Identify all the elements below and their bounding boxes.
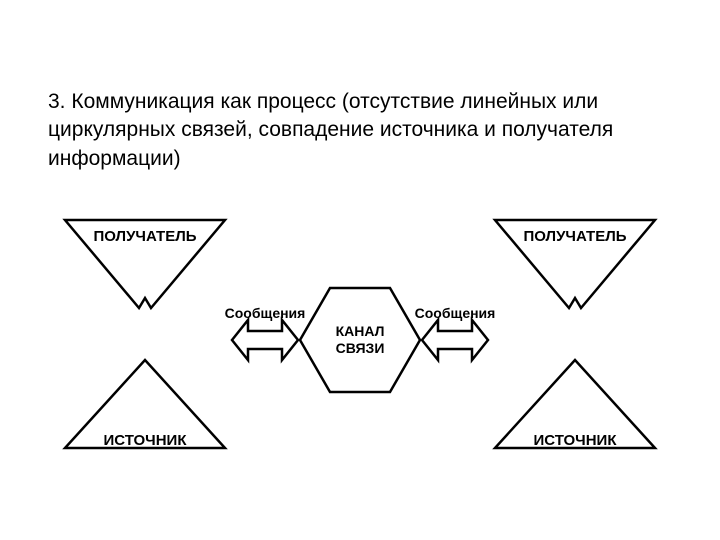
left-bottom-triangle-label: ИСТОЧНИК — [65, 432, 225, 449]
right-bottom-triangle-label: ИСТОЧНИК — [495, 432, 655, 449]
arrow-left — [232, 320, 298, 360]
arrow-right-label: Сообщения — [405, 305, 505, 321]
hexagon-label: КАНАЛ СВЯЗИ — [310, 323, 410, 357]
arrow-right — [422, 320, 488, 360]
hexagon-label-line2: СВЯЗИ — [336, 340, 385, 356]
page-title: 3. Коммуникация как процесс (отсутствие … — [48, 88, 672, 173]
diagram-canvas: ПОЛУЧАТЕЛЬ ИСТОЧНИК ПОЛУЧАТЕЛЬ ИСТОЧНИК … — [0, 210, 720, 470]
hexagon-label-line1: КАНАЛ — [336, 323, 385, 339]
right-top-triangle-label: ПОЛУЧАТЕЛЬ — [495, 228, 655, 245]
arrow-left-label: Сообщения — [215, 305, 315, 321]
left-top-triangle-label: ПОЛУЧАТЕЛЬ — [65, 228, 225, 245]
